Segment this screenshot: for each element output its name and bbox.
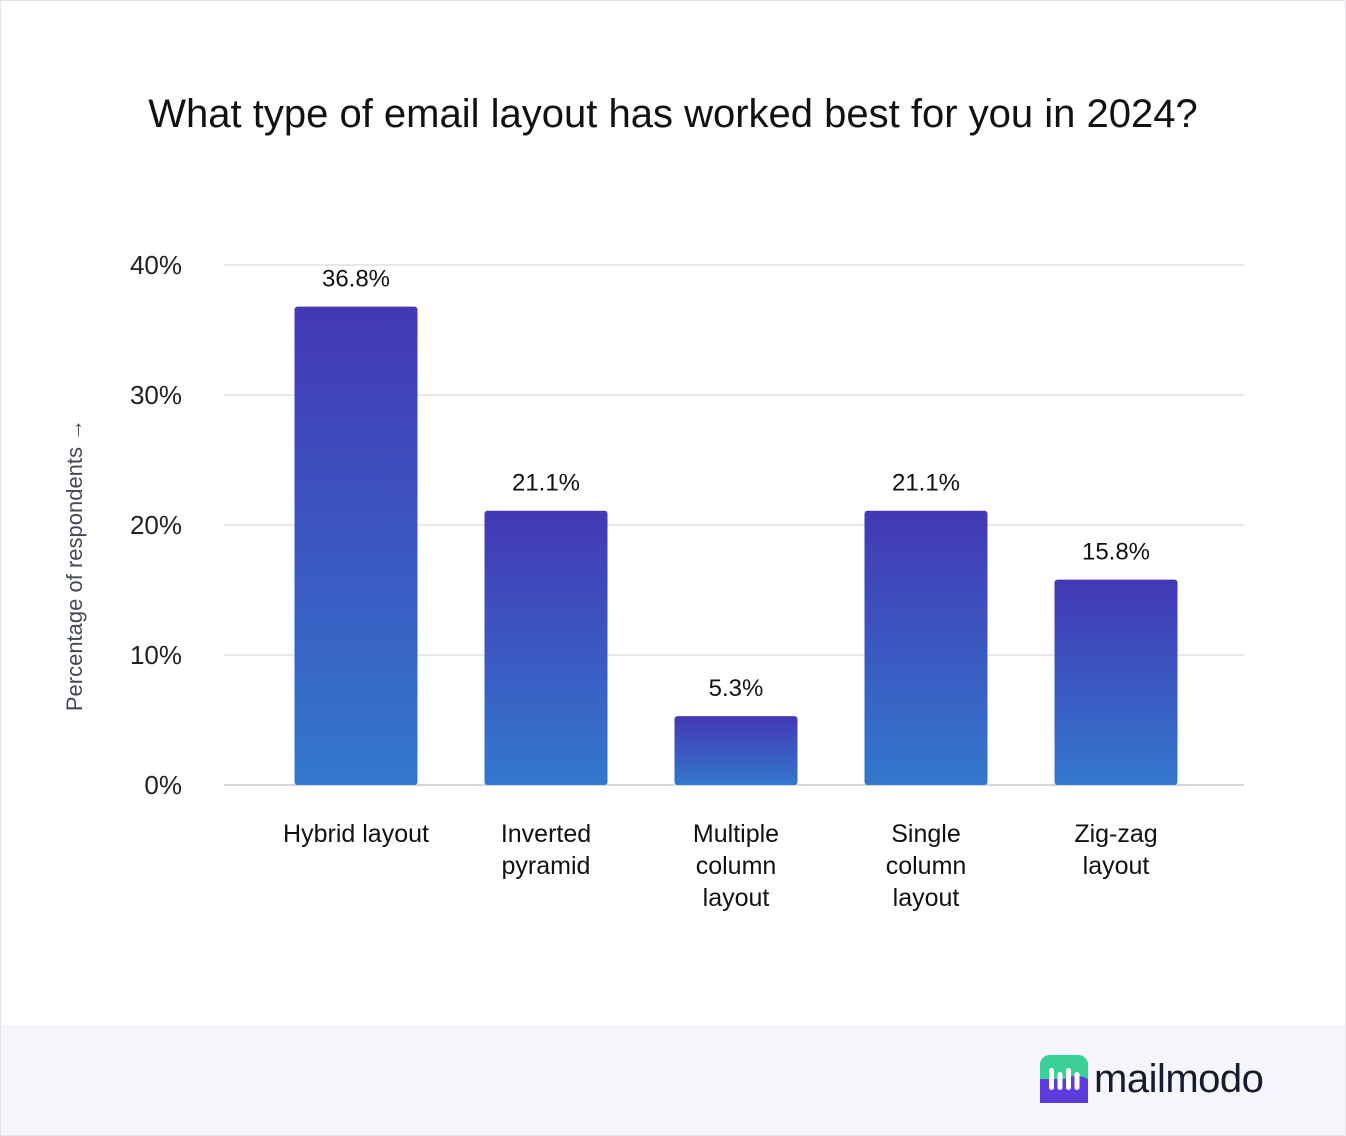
data-label: 36.8%: [322, 266, 390, 293]
chart-title: What type of email layout has worked bes…: [148, 92, 1198, 136]
data-label: 21.1%: [512, 470, 580, 497]
x-tick-label: Multiple column layout: [693, 820, 779, 912]
y-axis-label: Percentage of respondents →: [62, 418, 87, 712]
data-label: 21.1%: [892, 470, 960, 497]
bar: [484, 510, 608, 785]
bar: [674, 716, 798, 785]
x-tick-label: Hybrid layout: [283, 820, 429, 848]
footer-band: [1, 1025, 1345, 1135]
data-label: 15.8%: [1082, 539, 1150, 566]
x-tick-label: Zig-zag layout: [1074, 820, 1157, 880]
bar-chart: 0% 10% 20% 30% 40% 36.8% Hybrid layout 21.1% Inv…: [130, 250, 1244, 912]
y-tick-label: 30%: [130, 380, 182, 410]
bar: [864, 510, 988, 785]
mailmodo-logo-icon: [1040, 1055, 1088, 1103]
bar: [1054, 579, 1178, 785]
bar: [294, 306, 418, 785]
brand-name: mailmodo: [1094, 1056, 1264, 1101]
x-tick-label: Inverted pyramid: [501, 820, 591, 880]
mailmodo-logo: mailmodo: [1040, 1055, 1264, 1103]
x-tick-label: Single column layout: [886, 820, 967, 912]
y-tick-label: 10%: [130, 640, 182, 670]
y-tick-label: 40%: [130, 250, 182, 280]
data-label: 5.3%: [709, 675, 764, 702]
y-tick-label: 20%: [130, 510, 182, 540]
y-tick-label: 0%: [144, 770, 182, 800]
